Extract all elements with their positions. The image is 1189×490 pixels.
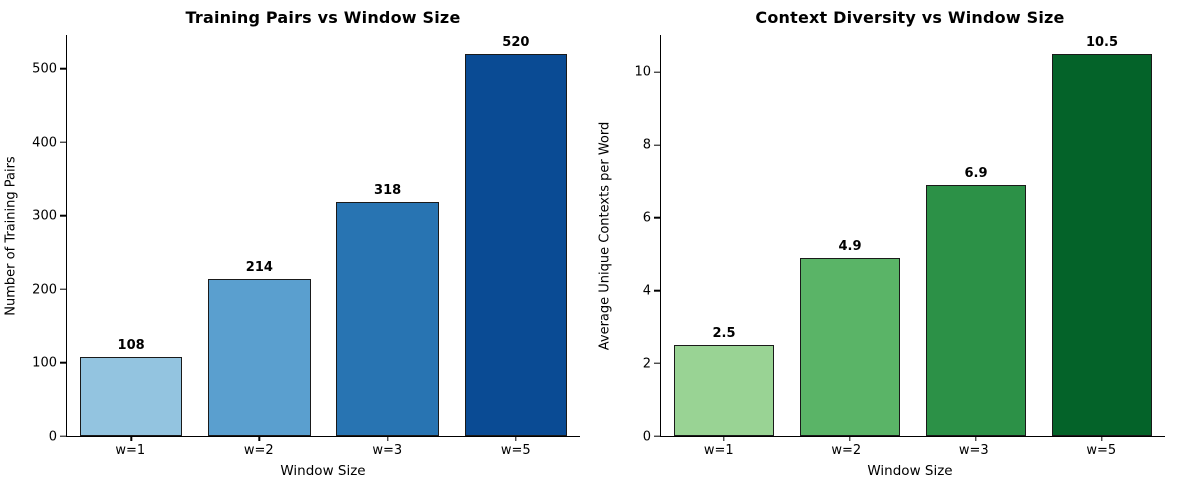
y-tick-mark bbox=[59, 435, 66, 437]
y-tick-mark bbox=[59, 214, 66, 217]
x-tick-label: w=1 bbox=[703, 442, 734, 458]
bar-value-label: 4.9 bbox=[838, 238, 862, 254]
y-axis-label: Average Unique Contexts per Word bbox=[597, 121, 613, 351]
y-tick-mark bbox=[653, 289, 660, 292]
x-tick-label: w=5 bbox=[1086, 442, 1117, 458]
y-tick-label: 0 bbox=[48, 429, 57, 445]
bar-value-label: 520 bbox=[502, 35, 530, 51]
y-tick-mark bbox=[653, 362, 660, 364]
plot-area: 108 214 318 520 bbox=[59, 35, 580, 441]
y-tick-mark bbox=[59, 68, 66, 70]
x-tick-mark bbox=[1101, 436, 1103, 441]
x-tick-mark bbox=[258, 436, 261, 441]
x-tick-label: w=2 bbox=[243, 442, 274, 458]
bar: 318 bbox=[336, 184, 439, 436]
chart-title: Context Diversity vs Window Size bbox=[755, 8, 1065, 27]
x-tick-label: w=1 bbox=[115, 442, 146, 458]
plot-area: 2.5 4.9 6.9 10.5 bbox=[653, 35, 1165, 441]
x-axis-ticks: w=1 w=2 w=3 w=5 bbox=[655, 437, 1165, 463]
bar: 10.5 bbox=[1051, 36, 1153, 436]
y-tick-label: 10 bbox=[634, 64, 651, 80]
y-tick-label: 500 bbox=[32, 61, 57, 77]
y-tick-mark bbox=[653, 217, 660, 219]
y-axis-ticks: 0 100 200 300 400 500 bbox=[22, 35, 66, 443]
y-tick-label: 300 bbox=[32, 208, 57, 224]
y-axis-label: Number of Training Pairs bbox=[3, 156, 19, 316]
y-tick-mark bbox=[653, 71, 660, 73]
y-tick-mark bbox=[59, 141, 66, 143]
y-tick-mark bbox=[59, 361, 66, 364]
x-axis-ticks: w=1 w=2 w=3 w=5 bbox=[66, 437, 580, 463]
bar-value-label: 10.5 bbox=[1085, 35, 1119, 51]
chart-context-diversity: Context Diversity vs Window Size Average… bbox=[594, 0, 1189, 490]
y-tick-label: 4 bbox=[642, 283, 651, 299]
y-tick-label: 200 bbox=[32, 282, 57, 298]
y-tick-label: 100 bbox=[32, 355, 57, 371]
bar: 2.5 bbox=[673, 327, 775, 436]
x-tick-mark bbox=[723, 436, 725, 441]
y-axis-ticks: 0 2 4 6 8 10 bbox=[616, 35, 660, 444]
chart-training-pairs: Training Pairs vs Window Size Number of … bbox=[0, 0, 594, 490]
x-tick-mark bbox=[849, 436, 851, 441]
x-tick-label: w=3 bbox=[958, 442, 989, 458]
x-axis-label: Window Size bbox=[280, 463, 366, 479]
bar-value-label: 108 bbox=[117, 337, 145, 353]
y-tick-label: 400 bbox=[32, 135, 57, 150]
y-tick-mark bbox=[653, 144, 660, 146]
chart-title: Training Pairs vs Window Size bbox=[185, 8, 461, 27]
y-tick-label: 6 bbox=[642, 210, 651, 226]
bar: 4.9 bbox=[799, 240, 901, 436]
bar-value-label: 2.5 bbox=[712, 326, 736, 342]
x-tick-label: w=5 bbox=[500, 442, 531, 458]
x-tick-label: w=2 bbox=[831, 442, 862, 458]
bar-value-label: 214 bbox=[245, 259, 273, 275]
x-axis-label: Window Size bbox=[867, 463, 953, 479]
x-tick-label: w=3 bbox=[372, 442, 403, 458]
y-tick-mark bbox=[59, 288, 66, 290]
y-tick-label: 2 bbox=[642, 356, 651, 372]
bar: 108 bbox=[79, 339, 183, 436]
bar-value-label: 6.9 bbox=[964, 166, 988, 182]
bar: 214 bbox=[208, 261, 311, 436]
bar: 6.9 bbox=[925, 167, 1027, 436]
y-tick-label: 0 bbox=[642, 429, 651, 445]
y-tick-label: 8 bbox=[642, 137, 651, 153]
x-tick-mark bbox=[386, 436, 389, 441]
y-tick-mark bbox=[653, 435, 660, 437]
x-tick-mark bbox=[515, 436, 517, 441]
x-tick-mark bbox=[975, 436, 977, 441]
bar: 520 bbox=[464, 36, 568, 436]
bar-value-label: 318 bbox=[374, 183, 402, 199]
x-tick-mark bbox=[130, 436, 132, 441]
